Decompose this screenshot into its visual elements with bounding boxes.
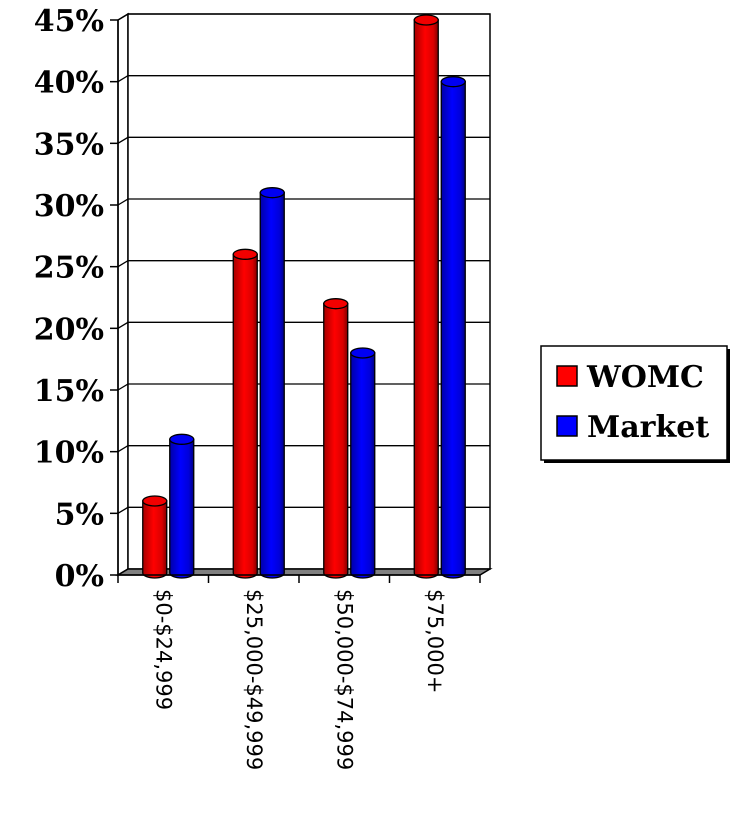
gridline xyxy=(117,260,490,268)
y-tick-label: 15% xyxy=(34,374,104,409)
y-tick-label: 0% xyxy=(55,559,104,594)
bar-body xyxy=(440,81,466,579)
bar-top xyxy=(350,347,376,359)
bar-top xyxy=(413,14,439,26)
x-tick-label: $75,000+ xyxy=(423,589,447,693)
bar-market-0 xyxy=(169,433,195,579)
bar-market-3 xyxy=(440,76,466,579)
bar-body xyxy=(259,192,285,579)
bar-body xyxy=(169,438,195,579)
bar-market-1 xyxy=(259,187,285,579)
y-tick-label: 10% xyxy=(34,436,104,471)
y-tick-label: 30% xyxy=(34,189,104,224)
legend-label-market: Market xyxy=(587,410,709,445)
legend: WOMC Market xyxy=(540,345,730,463)
bar-market-2 xyxy=(350,347,376,579)
y-axis: 0% 5% 10% 15% 20% 25% 30% 35% 40% 45% xyxy=(34,4,119,594)
bar-top xyxy=(232,248,258,260)
y-tick-label: 25% xyxy=(34,251,104,286)
gridline xyxy=(117,321,490,329)
gridline xyxy=(117,198,490,206)
bar-top xyxy=(169,433,195,445)
bar-body xyxy=(413,19,439,579)
bar-top xyxy=(440,76,466,88)
bar-womc-1 xyxy=(232,248,258,579)
bar-top xyxy=(259,187,285,199)
bar-womc-0 xyxy=(142,495,168,579)
bar-body xyxy=(323,303,349,579)
bar-womc-3 xyxy=(413,14,439,579)
y-tick-label: 40% xyxy=(34,66,104,101)
x-axis: $0-$24,999 $25,000-$49,999 $50,000-$74,999… xyxy=(117,574,481,770)
bar-body xyxy=(350,352,376,579)
bar-top xyxy=(142,495,168,507)
bar-womc-2 xyxy=(323,298,349,579)
y-tick-label: 45% xyxy=(34,4,104,39)
side-wall xyxy=(117,12,129,577)
x-tick-label: $0-$24,999 xyxy=(151,589,175,710)
x-tick-label: $25,000-$49,999 xyxy=(242,589,266,770)
bar-top xyxy=(323,298,349,310)
y-tick-label: 20% xyxy=(34,312,104,347)
legend-box xyxy=(540,345,728,461)
bar-body xyxy=(232,253,258,579)
x-tick-label: $50,000-$74,999 xyxy=(332,589,356,770)
gridline xyxy=(117,13,490,21)
legend-swatch-womc xyxy=(556,365,578,387)
legend-label-womc: WOMC xyxy=(586,360,704,395)
y-tick-label: 5% xyxy=(55,497,104,532)
gridline xyxy=(117,136,490,144)
legend-swatch-market xyxy=(556,415,578,437)
gridline xyxy=(117,75,490,83)
y-tick-label: 35% xyxy=(34,127,104,162)
bar-body xyxy=(142,500,168,579)
